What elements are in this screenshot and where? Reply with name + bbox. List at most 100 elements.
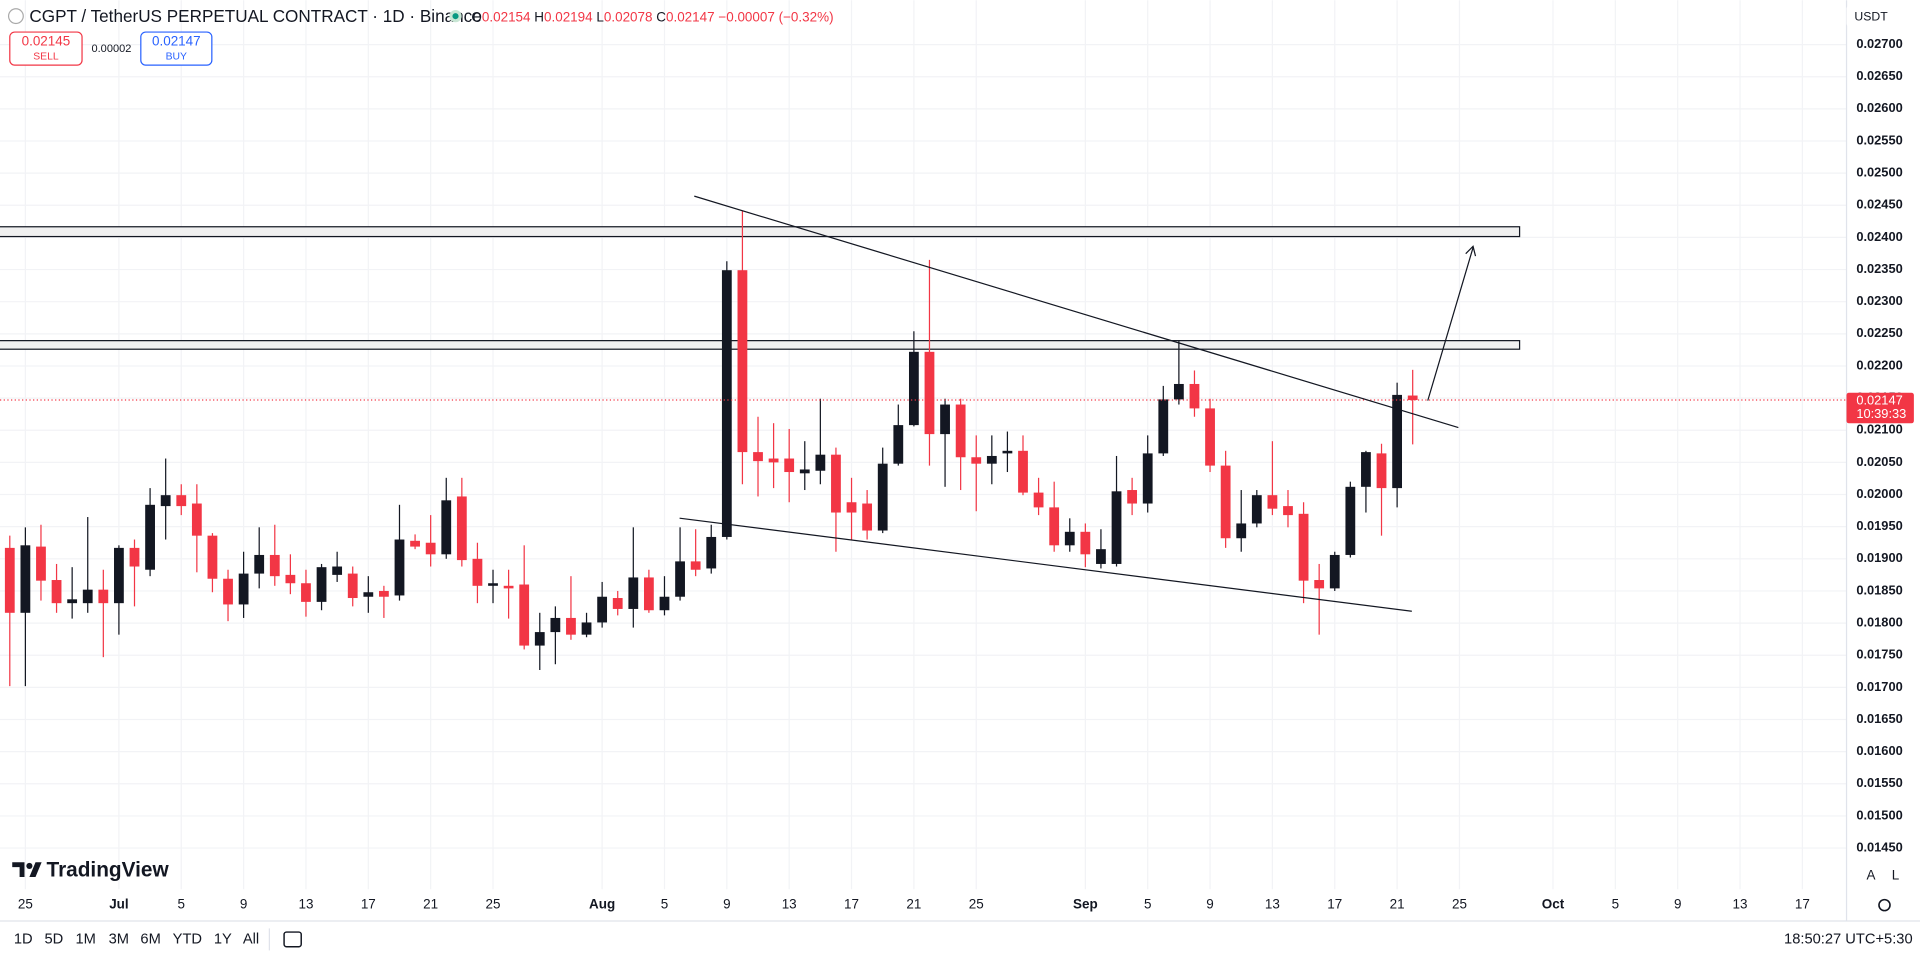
currency-button[interactable] [1846, 5, 1896, 28]
logo-text: TradingView [47, 858, 170, 881]
candle-body [612, 598, 623, 609]
candle-body [472, 558, 483, 586]
y-tick-label: 0.02250 [1856, 325, 1902, 340]
candle-body [1314, 580, 1325, 589]
trend-line [679, 517, 1412, 612]
candle-body [1298, 513, 1309, 581]
currency[interactable]: USDT [1854, 10, 1888, 24]
candle-body [394, 539, 405, 596]
candle-body [675, 561, 685, 597]
x-tick-label: 5 [178, 897, 185, 912]
candle-body [129, 547, 140, 567]
y-tick-label: 0.02200 [1856, 357, 1902, 372]
candle-body [799, 469, 810, 474]
range-button[interactable]: 1Y [214, 931, 232, 947]
y-tick-label: 0.02100 [1856, 422, 1902, 437]
range-button[interactable]: 5D [44, 931, 63, 947]
x-tick-label: 5 [661, 897, 668, 912]
range-button[interactable]: 3M [109, 931, 129, 947]
candle-body [737, 270, 748, 453]
x-tick-label: 9 [723, 897, 730, 912]
candle-body [4, 547, 15, 613]
candle-body [425, 542, 436, 555]
auto-scale-button[interactable]: A [1867, 867, 1876, 882]
range-button[interactable]: 1D [14, 931, 33, 947]
resistance-zone [0, 226, 1521, 238]
candle-body [441, 500, 452, 555]
legend-value: 0.02194 [544, 9, 593, 24]
candle-body [1158, 399, 1169, 454]
range-button[interactable]: 1M [76, 931, 96, 947]
candle-body [721, 270, 732, 537]
legend-value: 0.02154 [482, 9, 531, 24]
sell-label[interactable]: SELL [33, 51, 59, 62]
legend-change: −0.00007 (−0.32%) [718, 9, 833, 24]
legend-key: C [656, 9, 666, 24]
candle-body [862, 503, 873, 531]
y-tick-label: 0.02350 [1856, 261, 1902, 276]
candle-body [1096, 549, 1106, 564]
candle-body [1376, 453, 1387, 489]
x-tick-label: Sep [1073, 897, 1098, 912]
candle-body [301, 583, 311, 602]
y-tick-label: 0.01950 [1856, 518, 1902, 533]
candle-body [940, 404, 950, 435]
candle-body [519, 584, 530, 646]
candle-body [550, 617, 561, 633]
range-button[interactable]: All [243, 931, 259, 947]
sell-button[interactable] [9, 31, 83, 66]
x-tick-label: 17 [1327, 897, 1342, 912]
x-tick-label: 25 [1452, 897, 1467, 912]
candle-body [82, 589, 93, 604]
ohlc-legend: O0.02154 H0.02194 L0.02078 C0.02147 −0.0… [471, 9, 833, 24]
candle-body [254, 554, 265, 574]
x-tick-label: 17 [1795, 897, 1810, 912]
candle-body [347, 573, 358, 599]
candle-body [659, 596, 670, 611]
x-tick-label: Aug [589, 897, 615, 912]
x-tick-label: 9 [1674, 897, 1681, 912]
candle-body [1080, 531, 1091, 555]
candle-body [1236, 523, 1247, 539]
candle-body [379, 590, 389, 597]
candle-body [877, 463, 888, 531]
candle-body [955, 404, 966, 458]
candle-body [456, 496, 467, 561]
x-tick-label: 17 [844, 897, 859, 912]
candle-body [971, 457, 982, 464]
spread: 0.00002 [92, 43, 132, 55]
candle-body [566, 617, 576, 635]
candle-body [223, 578, 233, 605]
candle-body [503, 585, 514, 589]
candle-body [269, 554, 280, 577]
candle-body [1361, 452, 1371, 487]
buy-price[interactable]: 0.02147 [152, 33, 201, 48]
y-tick-label: 0.02600 [1856, 100, 1902, 115]
calendar-icon[interactable] [283, 931, 302, 948]
log-scale-button[interactable]: L [1892, 867, 1900, 882]
candle-body [597, 596, 608, 623]
range-button[interactable]: 6M [140, 931, 160, 947]
sell-price[interactable]: 0.02145 [22, 33, 71, 48]
y-tick-label: 0.01700 [1856, 679, 1902, 694]
y-tick-label: 0.02550 [1856, 132, 1902, 147]
candle-body [893, 425, 904, 464]
resistance-zone [0, 340, 1521, 350]
logo-mark [26, 862, 33, 869]
legend-key: O [471, 9, 481, 24]
settings-icon[interactable] [1878, 898, 1891, 912]
candle-body [768, 458, 779, 463]
y-tick-label: 0.01500 [1856, 807, 1902, 822]
y-tick-label: 0.02700 [1856, 36, 1902, 51]
buy-label[interactable]: BUY [166, 51, 187, 62]
y-tick-label: 0.01650 [1856, 711, 1902, 726]
range-button[interactable]: YTD [173, 931, 202, 947]
candle-body [908, 351, 919, 426]
candle-body [145, 504, 155, 570]
buy-button[interactable] [140, 31, 213, 66]
legend-value: 0.02078 [604, 9, 653, 24]
legend-value: 0.02147 [666, 9, 715, 24]
candle-body [285, 574, 296, 584]
candle-body [581, 622, 592, 635]
legend-key: H [534, 9, 544, 24]
